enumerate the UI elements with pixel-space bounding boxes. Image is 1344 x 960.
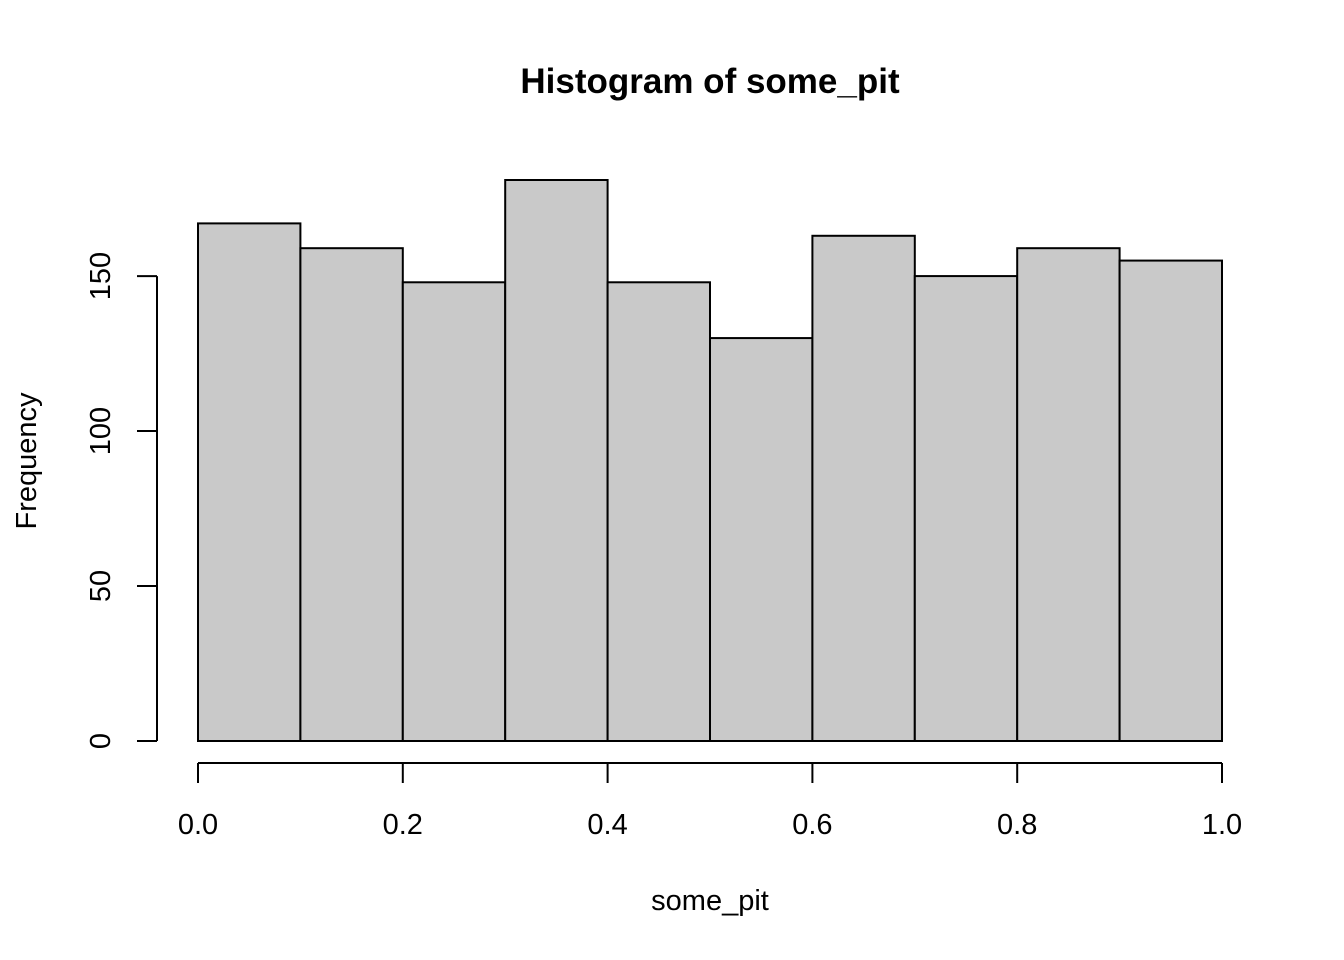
- y-tick-label: 0: [85, 733, 117, 749]
- histogram-bar-1: [299, 247, 404, 743]
- histogram-bar-3: [504, 179, 609, 742]
- histogram-bar-2: [401, 281, 507, 742]
- histogram-bar-0: [197, 222, 302, 742]
- x-tick-label: 0.4: [587, 809, 627, 841]
- histogram-bar-5: [709, 337, 814, 742]
- x-tick-label: 0.0: [178, 809, 218, 841]
- bars-group: [197, 179, 1223, 743]
- x-axis-label: some_pit: [651, 885, 769, 917]
- histogram-bar-7: [913, 275, 1019, 742]
- histogram-bar-8: [1016, 247, 1121, 743]
- x-tick-label: 0.8: [997, 809, 1037, 841]
- y-tick-label: 50: [85, 570, 117, 602]
- x-tick-label: 0.2: [383, 809, 423, 841]
- histogram-bar-9: [1118, 259, 1223, 742]
- y-tick-label: 150: [85, 252, 117, 300]
- y-axis-label: Frequency: [11, 392, 43, 530]
- histogram-bar-6: [811, 234, 916, 742]
- histogram-bar-4: [606, 281, 711, 742]
- chart-title: Histogram of some_pit: [520, 62, 900, 101]
- x-axis: 0.0 0.2 0.4 0.6 0.8 1.0: [178, 762, 1242, 841]
- y-tick-label: 100: [85, 407, 117, 455]
- x-tick-label: 1.0: [1202, 809, 1242, 841]
- y-axis: 0 50 100 150: [85, 252, 158, 749]
- x-tick-label: 0.6: [792, 809, 832, 841]
